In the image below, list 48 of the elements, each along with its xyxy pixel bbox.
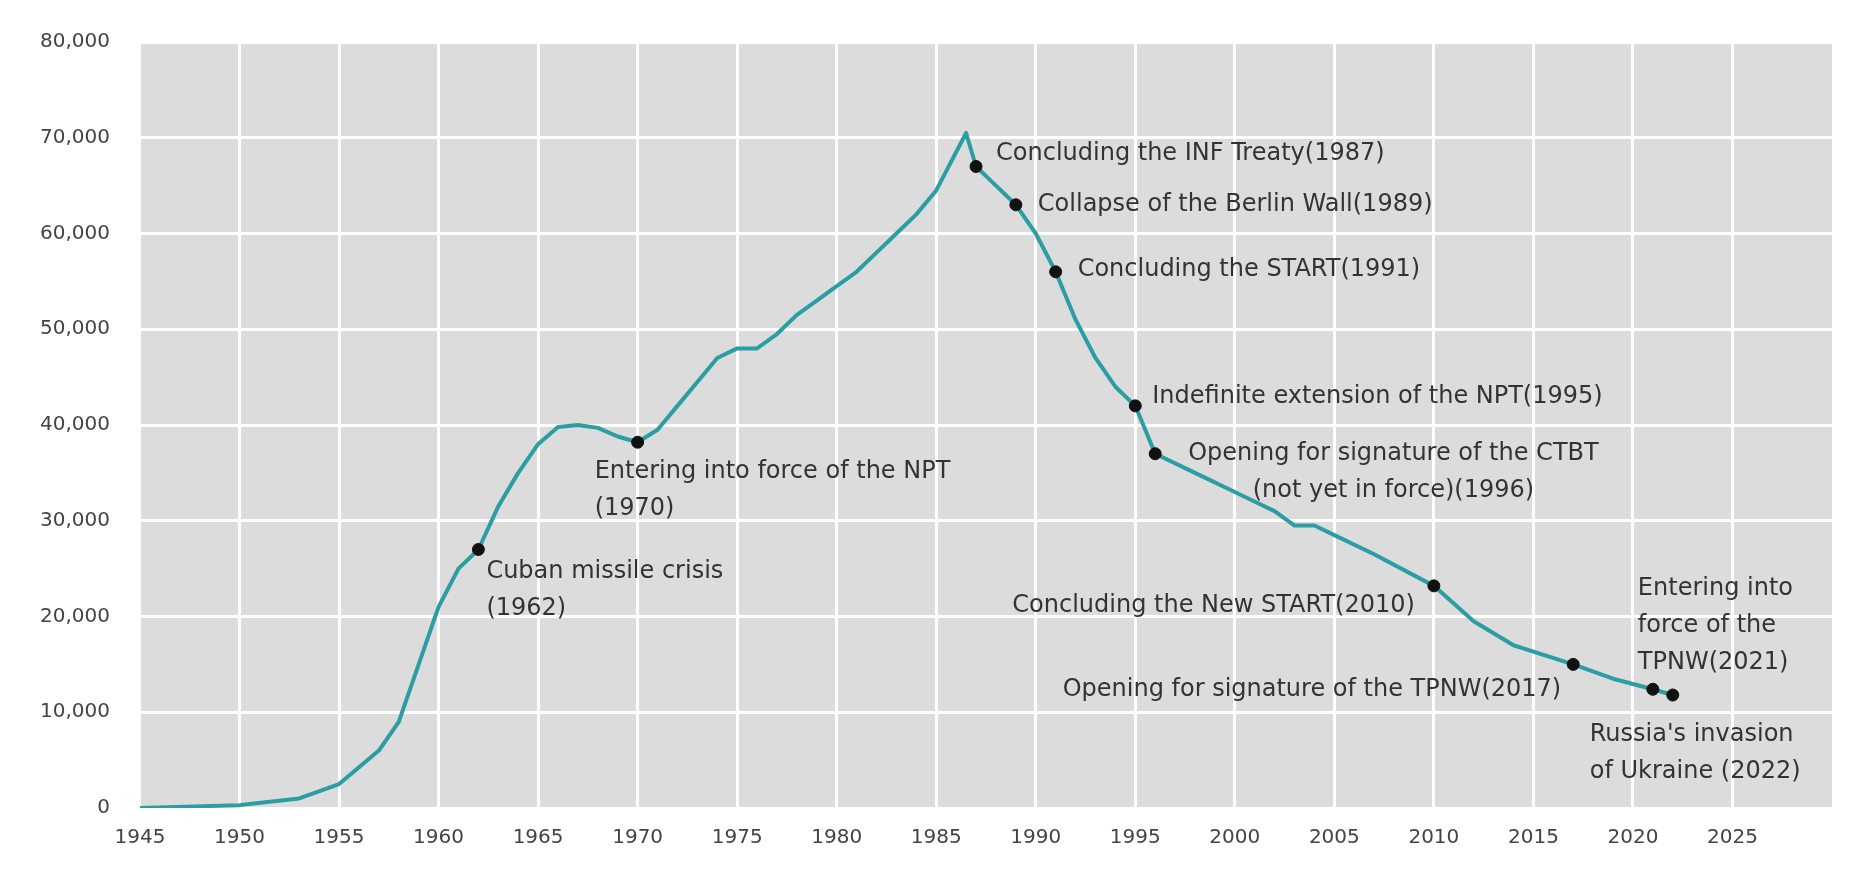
x-tick-label: 2010 bbox=[1408, 824, 1460, 849]
annotation: Opening for signature of the CTBT (not yet in force)(1996) bbox=[1188, 437, 1599, 503]
y-tick-label: 50,000 bbox=[40, 315, 110, 340]
point bbox=[631, 435, 645, 449]
y-tick-label: 80,000 bbox=[40, 28, 110, 53]
point bbox=[1566, 657, 1580, 671]
point bbox=[1427, 579, 1441, 593]
x-tick-label: 1965 bbox=[512, 824, 564, 849]
x-tick-label: 1955 bbox=[313, 824, 365, 849]
annotation: Collapse of the Berlin Wall(1989) bbox=[1037, 189, 1433, 218]
x-tick-label: 2025 bbox=[1707, 824, 1758, 849]
annotation: Concluding the New START(2010) bbox=[1012, 590, 1415, 619]
point bbox=[1148, 447, 1162, 461]
x-tick-label: 2005 bbox=[1308, 824, 1360, 849]
point bbox=[471, 542, 485, 556]
point bbox=[1049, 265, 1063, 279]
y-tick-label: 0 bbox=[97, 794, 110, 819]
x-tick-label: 1950 bbox=[214, 824, 265, 849]
x-tick-label: 2000 bbox=[1209, 824, 1261, 849]
y-tick-label: 70,000 bbox=[40, 123, 110, 148]
annotation: Indefinite extension of the NPT(1995) bbox=[1152, 381, 1603, 410]
x-tick-label: 1980 bbox=[811, 824, 863, 849]
annotation: Concluding the INF Treaty(1987) bbox=[996, 137, 1385, 166]
point bbox=[1646, 682, 1660, 696]
point bbox=[1666, 688, 1680, 702]
x-tick-label: 2020 bbox=[1607, 824, 1659, 849]
x-tick-label: 1990 bbox=[1010, 824, 1062, 849]
annotation: Entering into force of the NPT (1970) bbox=[594, 456, 951, 522]
y-tick-label: 40,000 bbox=[40, 411, 110, 436]
point bbox=[1009, 198, 1023, 212]
y-tick-label: 10,000 bbox=[40, 698, 110, 723]
annotation: Entering into force of the TPNW(2021) bbox=[1636, 572, 1793, 675]
x-tick-label: 1975 bbox=[711, 824, 763, 849]
point bbox=[969, 159, 983, 173]
x-tick-label: 1960 bbox=[413, 824, 465, 849]
point bbox=[1128, 399, 1142, 413]
x-tick-label: 1970 bbox=[612, 824, 664, 849]
annotation: Opening for signature of the TPNW(2017) bbox=[1062, 673, 1562, 702]
x-tick-label: 1995 bbox=[1109, 824, 1161, 849]
annotation: Concluding the START(1991) bbox=[1077, 254, 1421, 283]
y-tick-label: 20,000 bbox=[40, 602, 110, 627]
x-tick-label: 1985 bbox=[910, 824, 962, 849]
x-tick-label: 1945 bbox=[114, 824, 166, 849]
annotation: Cuban missile crisis (1962) bbox=[486, 555, 724, 621]
y-tick-label: 60,000 bbox=[40, 219, 110, 244]
x-tick-label: 2015 bbox=[1507, 824, 1559, 849]
annotation: Russia's invasion of Ukraine (2022) bbox=[1589, 719, 1801, 785]
y-tick-label: 30,000 bbox=[40, 506, 110, 531]
